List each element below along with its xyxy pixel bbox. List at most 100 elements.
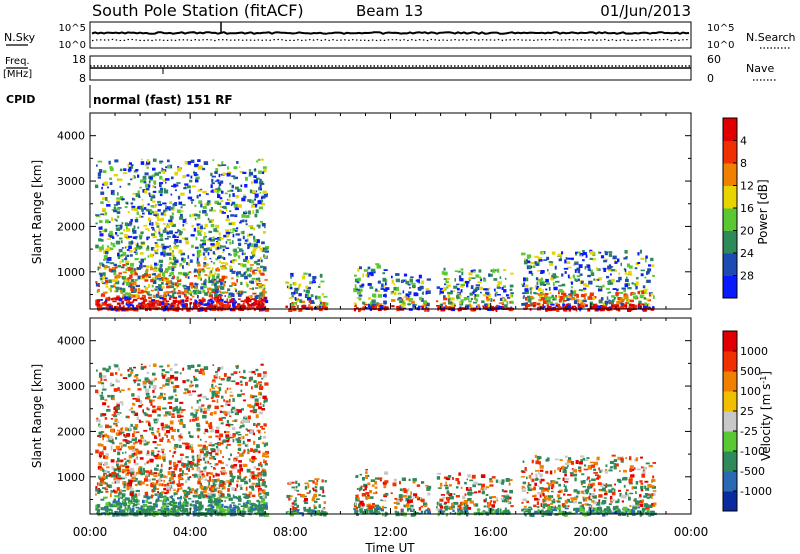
echo-cell — [223, 399, 225, 402]
echo-cell — [450, 303, 455, 307]
echo-cell — [295, 303, 297, 306]
echo-cell — [294, 301, 298, 304]
echo-cell — [198, 454, 202, 459]
echo-cell — [130, 423, 133, 427]
echo-cell — [106, 474, 110, 477]
nsearch-series-line — [91, 38, 690, 42]
echo-cell — [470, 285, 474, 289]
echo-cell — [509, 288, 513, 291]
echo-cell — [242, 171, 247, 174]
echo-cell — [121, 288, 125, 292]
echo-cell — [128, 367, 132, 370]
echo-cell — [652, 306, 655, 309]
echo-cell — [105, 368, 110, 373]
echo-cell — [234, 283, 237, 286]
echo-cell — [208, 481, 211, 486]
echo-cell — [221, 210, 224, 214]
echo-cell — [214, 285, 219, 290]
echo-cell — [425, 305, 427, 309]
echo-cell — [156, 304, 159, 306]
echo-cell — [172, 385, 177, 389]
echo-cell — [197, 364, 201, 367]
echo-cell — [252, 476, 256, 480]
echo-cell — [145, 228, 150, 230]
echo-cell — [127, 305, 130, 308]
echo-cell — [262, 404, 265, 407]
echo-cell — [160, 473, 163, 478]
echo-cell — [497, 294, 501, 296]
echo-cell — [168, 396, 173, 400]
echo-cell — [312, 279, 316, 281]
echo-cell — [156, 248, 159, 251]
echo-cell — [256, 511, 259, 515]
echo-cell — [258, 423, 260, 426]
echo-cell — [186, 286, 191, 290]
echo-cell — [258, 463, 261, 467]
echo-cell — [193, 506, 195, 510]
echo-cell — [95, 303, 98, 306]
echo-cell — [472, 269, 476, 272]
echo-cell — [196, 194, 199, 199]
echo-cell — [238, 460, 242, 463]
echo-cell — [251, 507, 256, 511]
echo-cell — [251, 370, 256, 374]
echo-cell — [257, 259, 260, 262]
echo-cell — [260, 196, 263, 200]
echo-cell — [145, 473, 149, 477]
echo-cell — [156, 408, 161, 411]
echo-cell — [174, 260, 179, 263]
echo-cell — [174, 171, 178, 176]
echo-cell — [227, 488, 230, 492]
echo-cell — [200, 491, 204, 495]
echo-cell — [97, 266, 101, 269]
echo-cell — [201, 224, 203, 227]
echo-cell — [120, 464, 125, 467]
echo-cell — [110, 372, 114, 376]
echo-cell — [214, 498, 218, 502]
echo-cell — [257, 373, 262, 377]
echo-cell — [153, 420, 158, 424]
echo-cell — [295, 299, 298, 301]
echo-cell — [141, 404, 144, 406]
echo-cell — [132, 241, 135, 244]
echo-cell — [127, 508, 129, 512]
echo-cell — [199, 399, 201, 402]
echo-cell — [238, 484, 243, 487]
echo-cell — [111, 471, 117, 475]
echo-cell — [364, 307, 368, 310]
echo-cell — [233, 496, 238, 499]
echo-cell — [634, 283, 637, 286]
echo-cell — [199, 484, 203, 489]
echo-cell — [168, 502, 172, 505]
echo-cell — [102, 229, 107, 233]
echo-cell — [145, 420, 150, 423]
echo-cell — [116, 215, 120, 219]
echo-cell — [220, 405, 224, 408]
echo-cell — [309, 281, 313, 285]
echo-cell — [259, 191, 262, 194]
echo-cell — [214, 180, 217, 183]
echo-cell — [253, 301, 258, 306]
echo-cell — [172, 250, 174, 253]
echo-cell — [297, 298, 300, 301]
echo-cell — [593, 303, 598, 307]
echo-cell — [135, 499, 139, 504]
echo-cell — [290, 292, 296, 295]
echo-cell — [380, 287, 385, 290]
echo-cell — [217, 368, 220, 372]
echo-cell — [113, 263, 118, 267]
echo-cell — [250, 303, 253, 307]
echo-cell — [137, 226, 140, 229]
echo-cell — [165, 295, 167, 298]
echo-cell — [251, 298, 256, 301]
echo-cell — [210, 444, 215, 447]
echo-cell — [321, 508, 325, 510]
echo-cell — [474, 287, 479, 291]
echo-cell — [98, 431, 103, 435]
echo-cell — [244, 271, 248, 274]
echo-cell — [222, 304, 225, 307]
echo-cell — [133, 430, 136, 435]
echo-cell — [598, 299, 603, 304]
echo-cell — [304, 485, 308, 490]
echo-cell — [218, 460, 222, 464]
